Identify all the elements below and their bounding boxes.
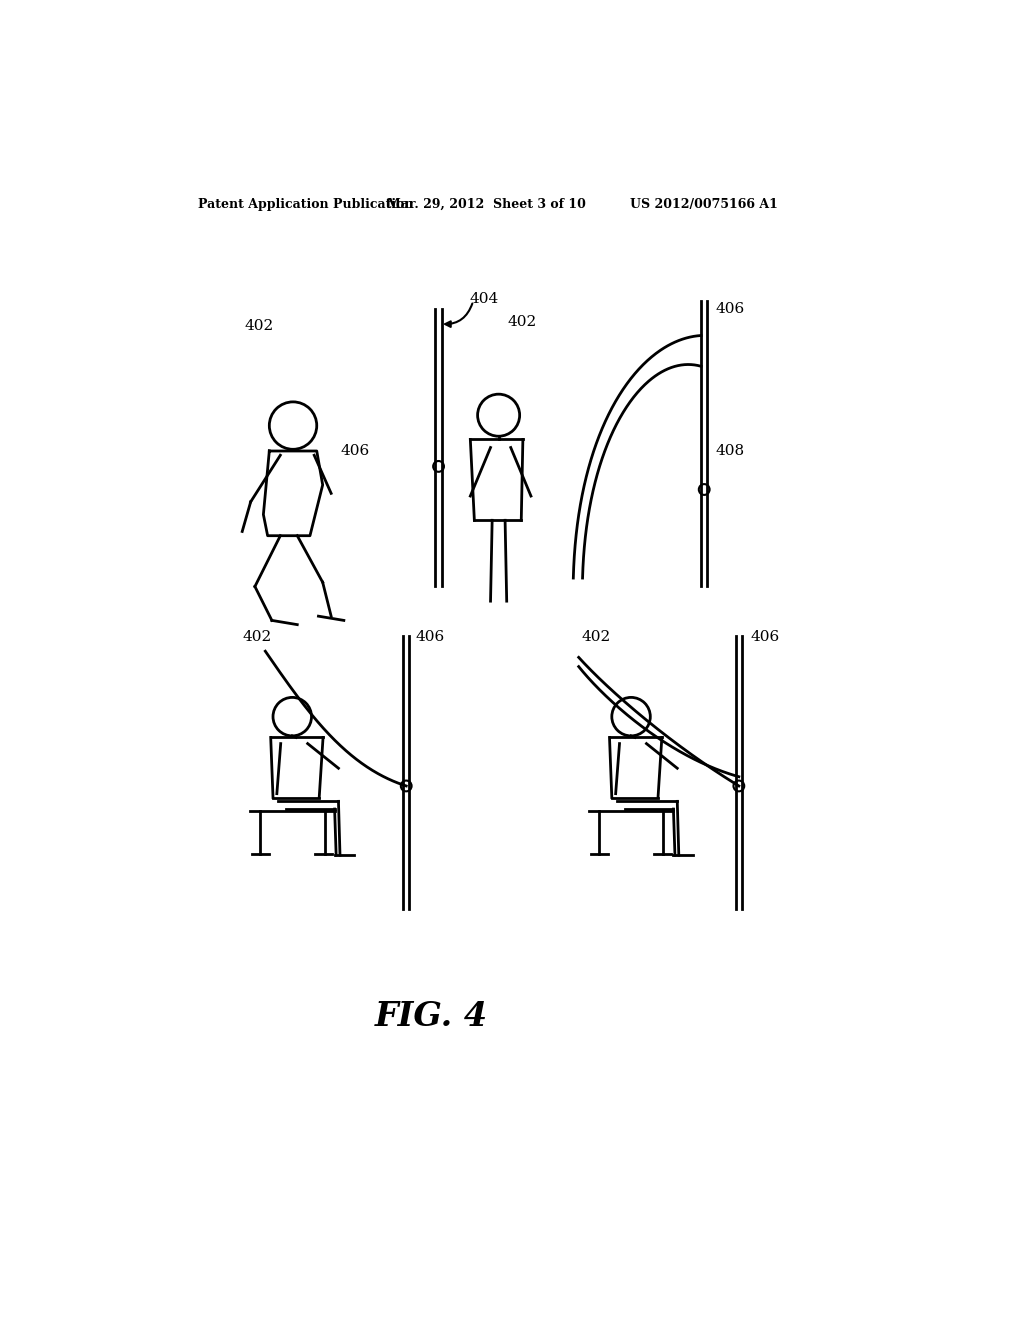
Text: US 2012/0075166 A1: US 2012/0075166 A1 [630,198,777,211]
Text: 406: 406 [716,301,745,315]
Text: Mar. 29, 2012  Sheet 3 of 10: Mar. 29, 2012 Sheet 3 of 10 [387,198,586,211]
Text: 406: 406 [340,444,370,458]
Text: Patent Application Publication: Patent Application Publication [199,198,414,211]
Text: 406: 406 [751,631,779,644]
Text: 402: 402 [243,631,271,644]
Text: 404: 404 [469,292,499,305]
Text: 402: 402 [245,319,273,333]
Text: 402: 402 [581,631,610,644]
Text: FIG. 4: FIG. 4 [375,1001,487,1034]
Text: 402: 402 [508,314,538,329]
Text: 408: 408 [716,444,744,458]
Text: 406: 406 [416,631,444,644]
